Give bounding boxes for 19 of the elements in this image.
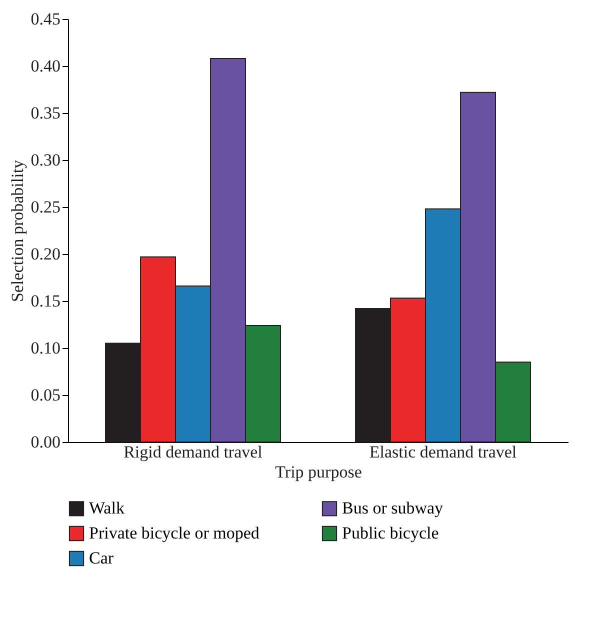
x-axis-title: Trip purpose (275, 462, 362, 482)
legend-label: Car (89, 548, 114, 568)
x-tick-label: Rigid demand travel (124, 442, 263, 462)
y-tick-label: 0.30 (30, 150, 60, 170)
y-tick-label: 0.05 (30, 386, 60, 404)
y-axis-title: Selection probability (8, 159, 27, 302)
y-tick-label: 0.40 (30, 56, 60, 76)
y-tick-label: 0.15 (30, 292, 60, 310)
y-tick-label: 0.35 (30, 104, 60, 122)
legend-label: Bus or subway (342, 498, 444, 518)
legend-label: Public bicycle (342, 524, 439, 542)
y-tick-label: 0.25 (30, 198, 60, 216)
legend-label: Walk (89, 498, 125, 518)
legend-label: Private bicycle or moped (89, 524, 260, 542)
y-tick-label: 0.45 (30, 10, 60, 28)
y-tick-label: 0.20 (30, 244, 60, 264)
y-tick-label: 0.10 (30, 338, 60, 358)
x-tick-label: Elastic demand travel (369, 442, 517, 462)
y-tick-label: 0.00 (30, 432, 60, 452)
